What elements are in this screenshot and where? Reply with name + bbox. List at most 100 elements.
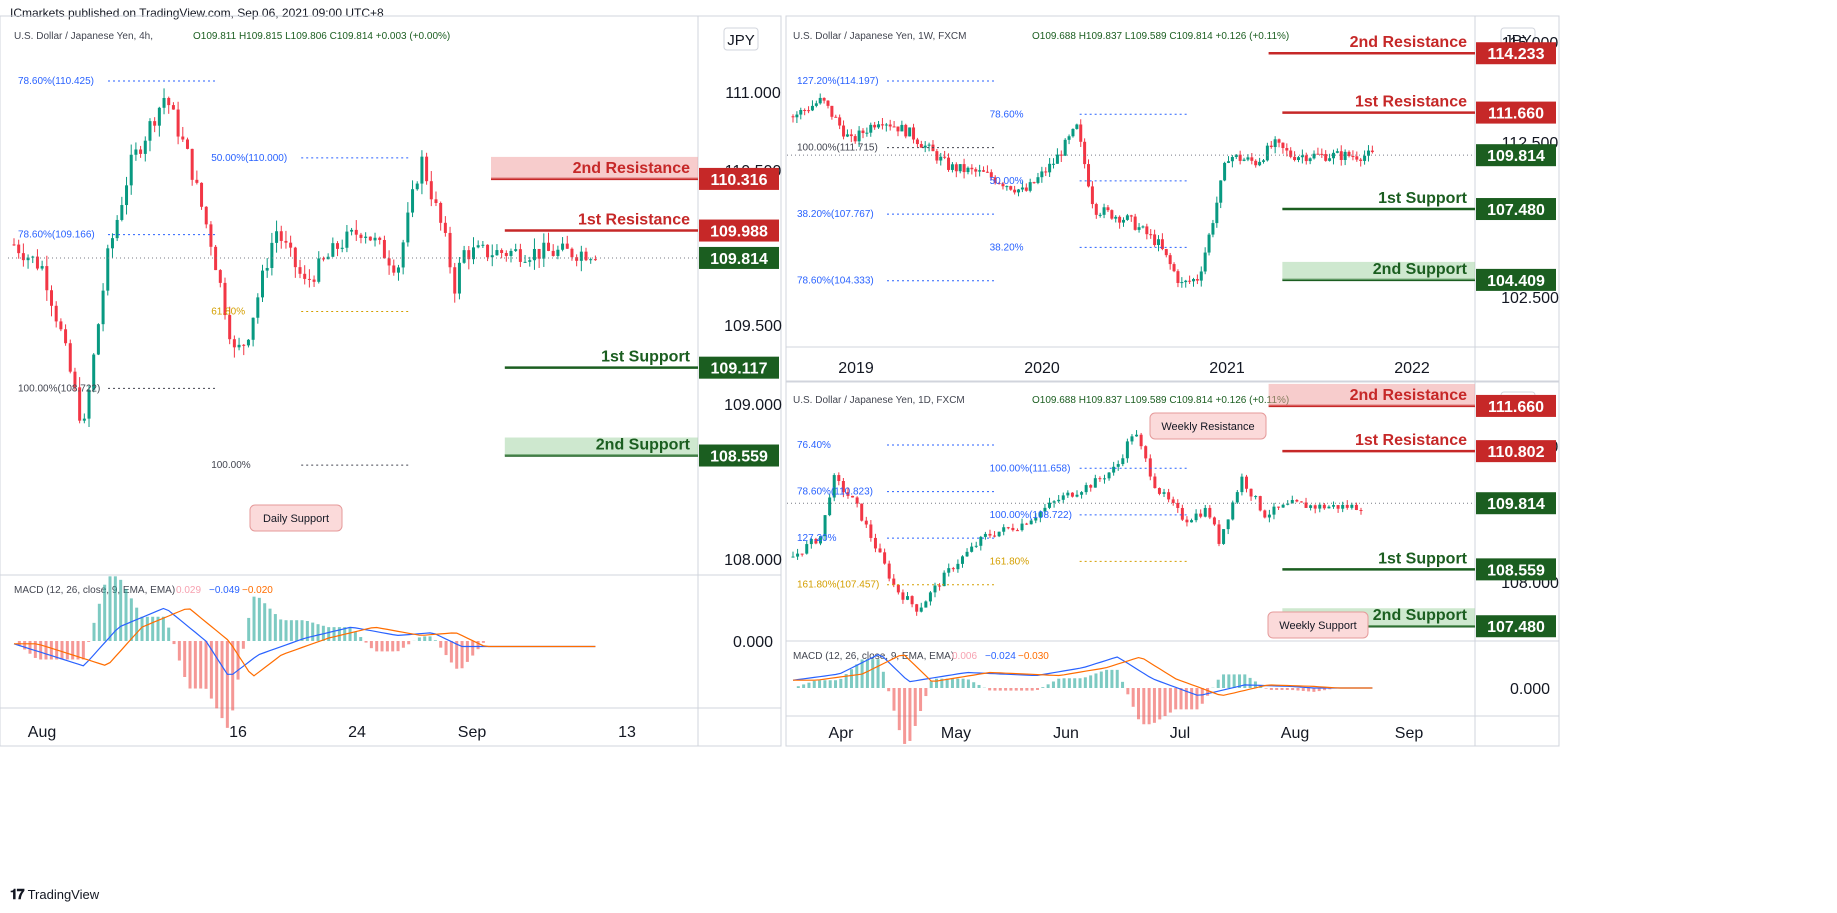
candle-body	[960, 556, 964, 564]
macd-histogram-bar	[839, 678, 843, 688]
macd-histogram-bar	[193, 641, 197, 689]
candle-body	[1244, 476, 1248, 489]
candle-body	[1114, 216, 1118, 219]
level-price-value: 109.988	[710, 224, 768, 241]
chart-panel-h4: U.S. Dollar / Japanese Yen, 4h, O109.811 …	[0, 15, 782, 747]
macd-histogram-bar	[364, 641, 368, 643]
candle-body	[1355, 156, 1359, 160]
candle-body	[1222, 529, 1226, 544]
macd-histogram-bar	[807, 682, 811, 688]
candle-body	[171, 105, 175, 110]
candle-body	[1160, 239, 1164, 250]
x-tick-label: 2021	[1209, 360, 1245, 377]
candle-body	[1089, 485, 1093, 488]
x-tick-label: 24	[348, 724, 366, 741]
macd-histogram-bar	[1147, 688, 1151, 725]
candle-body	[1203, 252, 1207, 272]
tradingview-logo-icon: 𝟏𝟕	[10, 886, 25, 902]
candle-body	[148, 121, 152, 141]
candle-body	[950, 164, 954, 170]
candle-body	[1167, 492, 1171, 500]
level-price-value: 109.814	[1487, 148, 1545, 165]
macd-histogram-bar	[375, 641, 379, 652]
chart-title: U.S. Dollar / Japanese Yen, 1D, FXCM	[793, 395, 965, 406]
candle-body	[1366, 150, 1370, 156]
level-price-badge	[1476, 198, 1556, 221]
level-price-value: 111.660	[1488, 106, 1544, 123]
macd-histogram-bar	[1301, 688, 1305, 691]
candle-body	[791, 556, 795, 558]
macd-histogram-bar	[359, 637, 363, 641]
macd-histogram-bar	[465, 641, 469, 662]
candle-body	[826, 100, 830, 106]
macd-histogram-bar	[1136, 688, 1140, 720]
candle-body	[1055, 154, 1059, 164]
macd-histogram-bar	[17, 641, 21, 646]
macd-histogram-bar	[471, 641, 475, 656]
candle-body	[490, 255, 494, 258]
candle-body	[1308, 158, 1312, 162]
candle-body	[1102, 478, 1106, 480]
x-tick-label: Aug	[28, 724, 56, 741]
candle-body	[1309, 505, 1313, 508]
candle-body	[896, 584, 900, 593]
candle-body	[997, 531, 1001, 537]
fib-label: 100.00%(108.722)	[18, 383, 100, 394]
candle-body	[915, 604, 919, 612]
candle-body	[261, 270, 265, 298]
candle-body	[1110, 210, 1114, 219]
candle-body	[1038, 511, 1042, 518]
candle-body	[1267, 514, 1271, 518]
candle-body	[1354, 504, 1358, 511]
macd-histogram-bar	[929, 681, 933, 688]
candle-body	[1194, 513, 1198, 521]
macd-histogram-bar	[76, 641, 80, 660]
candle-body	[1295, 500, 1299, 502]
candle-body	[1080, 492, 1084, 495]
candle-body	[1028, 182, 1032, 191]
candle-body	[246, 339, 250, 346]
fib-label: 78.60%(104.333)	[797, 276, 874, 287]
fib-label: 100.00%(111.715)	[797, 143, 878, 154]
candle-body	[336, 243, 340, 249]
macd-histogram-bar	[332, 627, 336, 641]
chart-panel-w1: U.S. Dollar / Japanese Yen, 1W, FXCM O109…	[785, 15, 1560, 382]
candle-body	[415, 183, 419, 190]
candle-body	[939, 156, 943, 161]
candle-body	[68, 343, 72, 372]
candle-body	[974, 545, 978, 547]
candle-body	[877, 124, 881, 128]
candle-body	[978, 170, 982, 172]
candle-body	[1017, 189, 1021, 193]
candle-body	[92, 354, 96, 390]
candle-body	[1226, 519, 1230, 530]
macd-histogram-bar	[950, 678, 954, 688]
candle-body	[849, 134, 853, 137]
candle-body	[181, 136, 185, 140]
candle-body	[1296, 157, 1300, 161]
candle-body	[120, 205, 124, 220]
candle-body	[275, 231, 279, 243]
candle-body	[1020, 523, 1024, 531]
candle-body	[1044, 171, 1048, 173]
macd-histogram-bar	[273, 614, 277, 641]
candle-body	[1281, 142, 1285, 149]
candle-body	[1273, 139, 1277, 148]
candle-body	[1052, 163, 1056, 165]
candle-body	[584, 251, 588, 261]
candle-body	[1171, 499, 1175, 503]
candle-body	[289, 242, 293, 248]
candle-body	[1211, 223, 1215, 235]
candle-body	[21, 253, 25, 261]
macd-histogram-bar	[1131, 688, 1135, 707]
candle-body	[232, 339, 236, 348]
candle-body	[1135, 434, 1139, 437]
y-tick-label: 109.500	[724, 318, 782, 335]
candle-body	[162, 97, 166, 108]
candle-body	[1093, 478, 1097, 488]
level-label: 1st Resistance	[1355, 94, 1467, 111]
x-tick-label: May	[941, 725, 971, 742]
candle-body	[1304, 502, 1308, 508]
candles	[791, 430, 1363, 616]
